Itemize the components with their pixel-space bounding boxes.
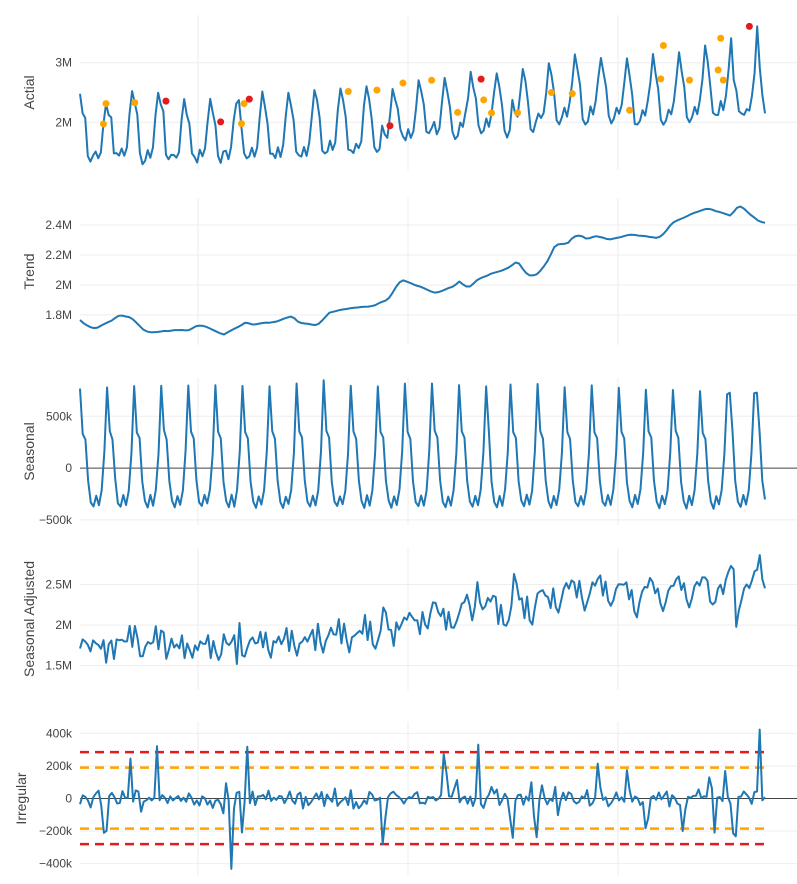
actual-orange-marker	[131, 99, 139, 107]
seasonal-ytick-label: −500k	[39, 513, 73, 527]
trend-ytick-label: 2M	[55, 278, 72, 292]
seasonal-adjusted-ytick-label: 2M	[55, 618, 72, 632]
irregular-ytick-label: 0	[65, 792, 72, 806]
trend-ytick-label: 1.8M	[45, 308, 72, 322]
trend-panel: 2.4M 2.2M 2M 1.8M Trend	[21, 198, 797, 345]
actual-orange-marker	[717, 34, 725, 42]
seasonal-adjusted-ylabel: Seasonal Adjusted	[21, 561, 37, 677]
actual-ytick-label: 3M	[55, 56, 72, 70]
actual-red-marker	[217, 118, 225, 126]
seasonal-adjusted-series-line	[79, 554, 766, 666]
trend-ytick-label: 2.2M	[45, 248, 72, 262]
actual-orange-marker	[719, 76, 727, 84]
actual-orange-marker	[568, 90, 576, 98]
irregular-ylabel: Irregular	[13, 772, 29, 824]
irregular-ytick-label: 200k	[46, 759, 73, 773]
actual-series-line	[79, 25, 766, 166]
seasonal-ytick-label: 0	[65, 461, 72, 475]
trend-series-line	[79, 205, 766, 336]
trend-ytick-label: 2.4M	[45, 218, 72, 232]
seasonal-adjusted-ytick-label: 1.5M	[45, 659, 72, 673]
actual-red-marker	[477, 75, 485, 83]
actual-orange-marker	[454, 108, 462, 116]
actual-panel: 3M 2M Actial	[21, 15, 797, 170]
seasonal-series-line	[79, 379, 766, 510]
trend-ylabel: Trend	[21, 253, 37, 289]
seasonal-panel: 500k 0 −500k Seasonal	[21, 378, 797, 527]
irregular-panel: 400k 200k 0 −200k −400k Irregular	[13, 722, 797, 875]
actual-ylabel: Actial	[21, 75, 37, 109]
actual-orange-marker	[102, 100, 110, 108]
actual-orange-marker	[428, 76, 436, 84]
actual-orange-marker	[237, 120, 245, 128]
seasonal-adjusted-ytick-label: 2.5M	[45, 578, 72, 592]
seasonal-ylabel: Seasonal	[21, 422, 37, 480]
irregular-ytick-label: 400k	[46, 726, 73, 740]
seasonal-ytick-label: 500k	[46, 409, 73, 423]
actual-red-marker	[386, 122, 394, 130]
actual-orange-marker	[659, 41, 667, 49]
actual-red-marker	[745, 22, 753, 30]
actual-orange-marker	[240, 100, 248, 108]
irregular-ytick-label: −400k	[39, 857, 73, 871]
actual-orange-marker	[685, 76, 693, 84]
actual-orange-marker	[657, 75, 665, 83]
irregular-ytick-label: −200k	[39, 824, 73, 838]
actual-red-marker	[245, 95, 253, 103]
actual-orange-marker	[514, 109, 522, 117]
actual-orange-marker	[99, 120, 107, 128]
actual-orange-marker	[626, 106, 634, 114]
actual-orange-marker	[480, 96, 488, 104]
actual-orange-marker	[488, 109, 496, 117]
actual-orange-marker	[344, 87, 352, 95]
actual-orange-marker	[714, 66, 722, 74]
irregular-series-line	[79, 728, 766, 870]
actual-ytick-label: 2M	[55, 115, 72, 129]
seasonal-adjusted-panel: 2.5M 2M 1.5M Seasonal Adjusted	[21, 548, 797, 690]
actual-red-marker	[162, 97, 170, 105]
actual-orange-marker	[373, 86, 381, 94]
actual-orange-marker	[399, 79, 407, 87]
actual-orange-marker	[547, 88, 555, 96]
